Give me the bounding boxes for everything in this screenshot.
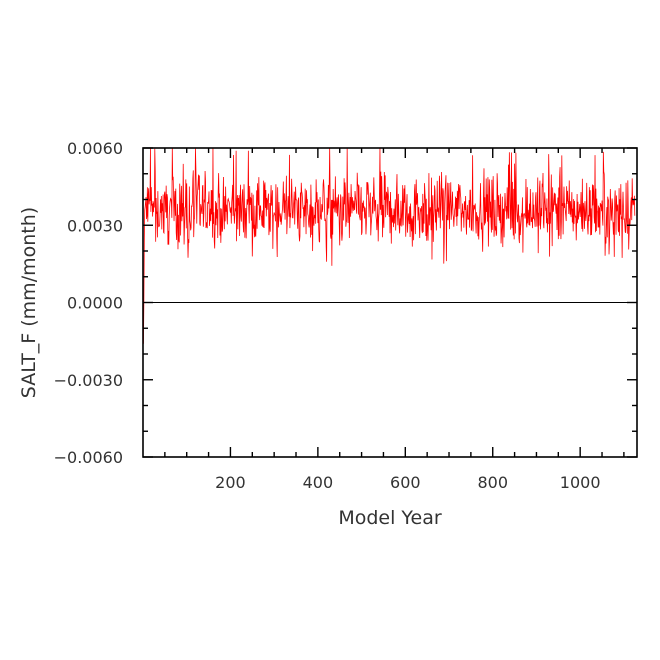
y-tick-label: 0.0000	[67, 294, 123, 313]
tick-layer: 200 400 600 800 1000 −0.0060 −0.0030 0.0000 0.00…	[54, 139, 637, 492]
series-line	[143, 147, 636, 344]
series-layer	[143, 147, 636, 344]
x-tick-label: 200	[215, 473, 246, 492]
x-tick-label: 800	[477, 473, 508, 492]
y-tick-label: 0.0060	[67, 139, 123, 158]
x-tick-label: 400	[303, 473, 334, 492]
y-tick-label: 0.0030	[67, 216, 123, 235]
y-axis-title: SALT_F (mm/month)	[18, 207, 40, 398]
x-tick-label: 1000	[560, 473, 601, 492]
x-tick-label: 600	[390, 473, 421, 492]
y-tick-label: −0.0060	[54, 448, 123, 467]
x-axis-title: Model Year	[338, 507, 442, 529]
y-tick-label: −0.0030	[54, 371, 123, 390]
